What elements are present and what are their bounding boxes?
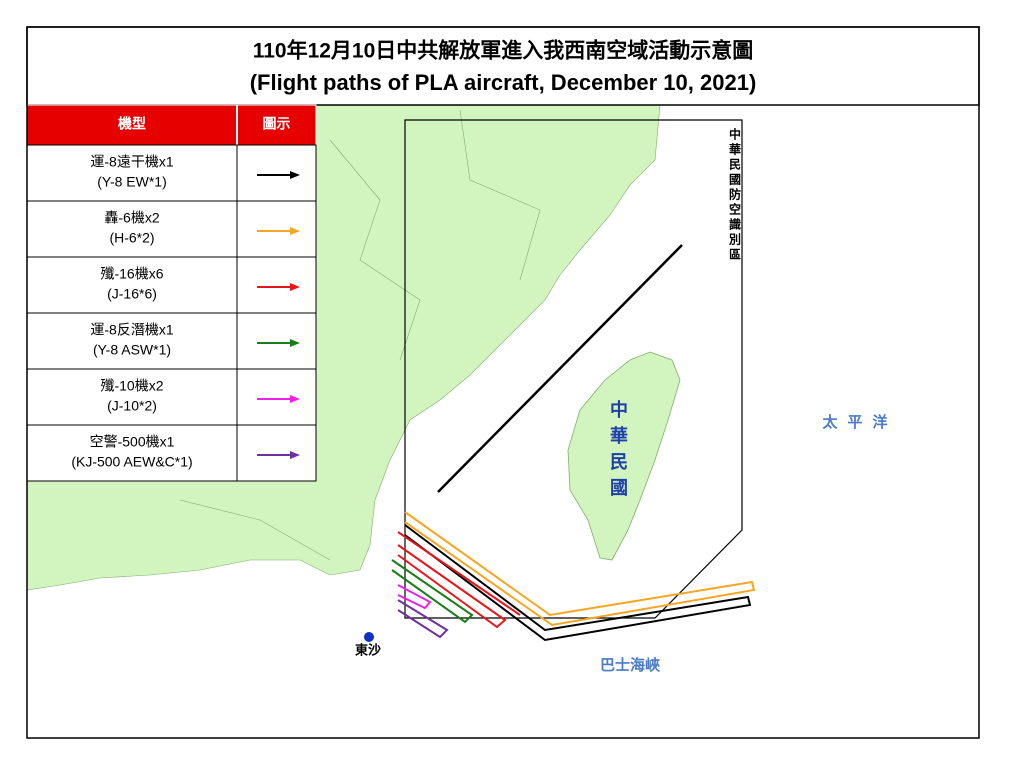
flight-paths xyxy=(391,511,756,642)
title: 110年12月10日中共解放軍進入我西南空域活動示意圖 xyxy=(253,39,754,63)
aircraft-name-en: (J-10*2) xyxy=(107,398,157,414)
pacific-label: 太平洋 xyxy=(822,413,897,431)
legend-header: 機型 xyxy=(118,116,146,132)
legend-arrowhead xyxy=(290,283,300,291)
aircraft-name-en: (KJ-500 AEW&C*1) xyxy=(71,454,192,470)
legend-arrowhead xyxy=(290,395,300,403)
bashi-label: 巴士海峽 xyxy=(600,656,661,674)
aircraft-name-en: (Y-8 EW*1) xyxy=(97,174,167,190)
legend-row xyxy=(26,256,317,314)
aircraft-name-en: (J-16*6) xyxy=(107,286,157,302)
dongsha-marker xyxy=(364,632,374,642)
aircraft-name: 轟-6機x2 xyxy=(104,210,159,226)
legend-arrowhead xyxy=(290,171,300,179)
aircraft-name-en: (H-6*2) xyxy=(109,230,154,246)
legend-row xyxy=(26,368,317,426)
adiz-label: 中華民國防空識別區 xyxy=(728,127,742,263)
legend-header: 圖示 xyxy=(263,116,291,132)
legend: 機型 圖示運-8遠干機x1 (Y-8 EW*1) 轟-6機x2 (H-6*2) 殲-16機… xyxy=(26,104,317,482)
aircraft-name: 運-8反潛機x1 xyxy=(90,322,173,338)
aircraft-name: 空警-500機x1 xyxy=(90,434,175,450)
legend-row xyxy=(26,200,317,258)
legend-arrowhead xyxy=(290,339,300,347)
border-lines xyxy=(179,109,541,561)
legend-header-bg xyxy=(26,104,317,146)
adiz-line xyxy=(437,244,683,493)
aircraft-name-en: (Y-8 ASW*1) xyxy=(93,342,171,358)
aircraft-name: 殲-16機x6 xyxy=(100,266,163,282)
taiwan-island xyxy=(567,351,681,561)
legend-arrowhead xyxy=(290,451,300,459)
subtitle: (Flight paths of PLA aircraft, December … xyxy=(250,70,757,95)
aircraft-name: 殲-10機x2 xyxy=(100,378,163,394)
frame xyxy=(26,26,980,739)
taiwan-label: 中華民國 xyxy=(607,399,628,504)
dongsha-label: 東沙 xyxy=(355,643,381,659)
legend-arrowhead xyxy=(290,227,300,235)
aircraft-name: 運-8遠干機x1 xyxy=(90,154,173,170)
